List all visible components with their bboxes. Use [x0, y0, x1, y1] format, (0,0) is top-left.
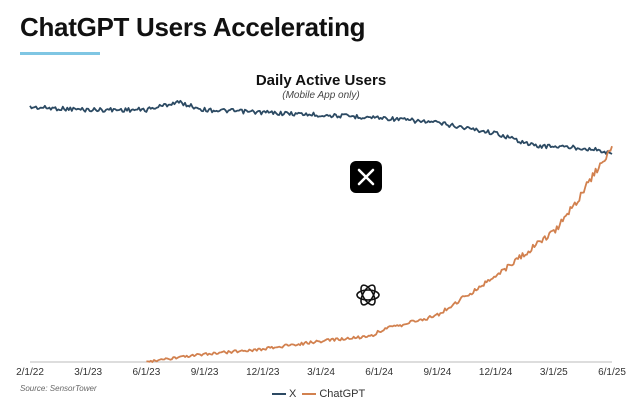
- legend-swatch-x: [272, 393, 286, 395]
- legend-label-x: X: [289, 388, 297, 400]
- x-tick-label: 2/1/22: [16, 367, 44, 378]
- x-tick-label: 6/1/24: [365, 367, 393, 378]
- openai-logo-icon: [354, 281, 382, 309]
- page-headline: ChatGPT Users Accelerating: [20, 12, 366, 42]
- series-line-x: [29, 99, 613, 155]
- x-tick-label: 12/1/23: [246, 367, 280, 378]
- source-note: Source: SensorTower: [20, 384, 97, 393]
- x-tick-label: 3/1/23: [74, 367, 102, 378]
- x-tick-label: 12/1/24: [479, 367, 513, 378]
- headline-accent-rule: [20, 52, 100, 55]
- legend-item-x: X: [272, 388, 296, 400]
- x-tick-label: 6/1/25: [598, 367, 626, 378]
- x-tick-label: 3/1/25: [540, 367, 568, 378]
- chart-subtitle: (Mobile App only): [282, 90, 360, 101]
- x-tick-label: 9/1/23: [191, 367, 219, 378]
- legend-item-chatgpt: ChatGPT: [302, 388, 365, 400]
- legend-swatch-chatgpt: [302, 393, 317, 395]
- series-line-chatgpt: [146, 145, 613, 363]
- x-tick-label: 3/1/24: [307, 367, 335, 378]
- x-tick-label: 9/1/24: [423, 367, 451, 378]
- x-tick-label: 6/1/23: [132, 367, 160, 378]
- chart-title: Daily Active Users: [255, 72, 387, 89]
- x-logo-icon: [350, 161, 382, 193]
- chart-legend: X ChatGPT: [272, 388, 365, 400]
- legend-label-chatgpt: ChatGPT: [319, 388, 366, 400]
